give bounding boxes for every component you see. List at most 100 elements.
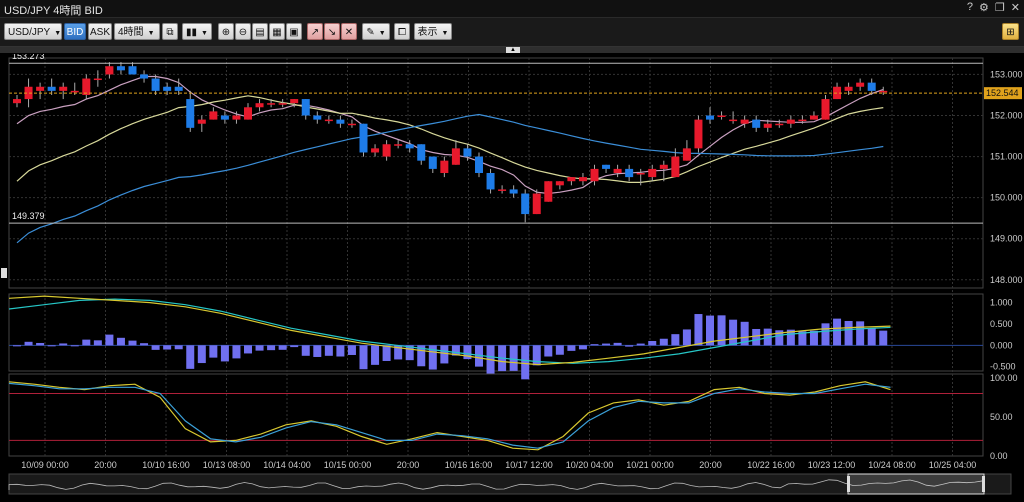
navigator-handle-left [847, 476, 850, 492]
macd-histogram-bar [440, 345, 449, 364]
time-tick-label: 10/22 16:00 [747, 460, 795, 470]
macd-histogram-bar [729, 319, 738, 346]
candle-down [220, 115, 229, 120]
ask-toggle[interactable]: ASK [88, 23, 112, 40]
macd-tick-label: -0.500 [990, 362, 1016, 372]
macd-histogram-bar [116, 337, 125, 346]
close-icon[interactable]: ✕ [1010, 2, 1020, 14]
candlestick-type-icon[interactable]: ▮▮ ▼ [182, 23, 212, 40]
view-menu-button[interactable]: 表示 ▼ [414, 23, 452, 40]
candle-up [833, 86, 842, 100]
candle-down [405, 144, 414, 149]
navigator-strip [8, 473, 1012, 495]
macd-histogram-bar [290, 345, 299, 348]
macd-histogram-bar [613, 342, 622, 346]
main-pane [8, 57, 984, 289]
settings-icon[interactable]: ⚙ [979, 2, 989, 14]
macd-histogram-bar [197, 345, 206, 364]
macd-histogram-bar [602, 343, 611, 346]
symbol-select[interactable]: USD/JPY ▼ [4, 23, 62, 40]
stochastic-pane: 100.00 50.00 0.00 [8, 373, 1018, 461]
candle-up [451, 148, 460, 165]
macd-histogram-bar [13, 345, 21, 347]
candle-down [116, 66, 125, 71]
candle-up [255, 103, 264, 108]
macd-histogram-bar [232, 345, 241, 359]
scroll-left-handle [1, 268, 7, 278]
navigator-bg [8, 473, 1012, 495]
time-tick-label: 10/10 16:00 [142, 460, 190, 470]
candle-up [786, 119, 795, 124]
restore-icon[interactable]: ❐ [994, 2, 1005, 14]
macd-histogram-bar [578, 345, 587, 350]
candle-up [24, 86, 33, 100]
time-tick-label: 10/09 00:00 [21, 460, 69, 470]
macd-histogram-bar [475, 345, 483, 367]
macd-histogram-bar [405, 345, 414, 361]
macd-histogram-bar [24, 341, 33, 346]
candle-up [59, 86, 68, 91]
stoch-tick-label: 0.00 [990, 451, 1008, 461]
pen-draw-icon[interactable]: ✎ ▼ [362, 23, 390, 40]
price-tick-label: 149.000 [990, 234, 1023, 244]
macd-histogram-bar [59, 343, 68, 346]
candlestick-series [13, 62, 888, 223]
macd-histogram-bar [186, 345, 195, 369]
chart-grid [8, 57, 984, 457]
macd-histogram-bar [706, 315, 714, 346]
layout-1-icon[interactable]: ▤ [252, 23, 268, 40]
candle-up [82, 78, 91, 95]
help-icon[interactable]: ? [966, 1, 974, 13]
candle-down [47, 86, 56, 91]
macd-histogram-bar [867, 328, 876, 346]
copy-icon[interactable]: ⧉ [162, 23, 178, 40]
macd-histogram-bar [163, 345, 172, 350]
macd-histogram-bar [555, 345, 564, 355]
bid-toggle[interactable]: BID [64, 23, 86, 40]
order-sell-icon[interactable]: ↘ [324, 23, 340, 40]
collapse-bar[interactable]: ▲ [0, 47, 1024, 53]
macd-histogram-bar [105, 334, 114, 346]
screenshot-icon[interactable]: ⧠ [394, 23, 410, 40]
candle-up [671, 156, 680, 178]
candle-up [267, 103, 276, 105]
stoch-tick-label: 50.00 [990, 412, 1013, 422]
candle-up [717, 115, 726, 117]
macd-histogram-bar [833, 318, 842, 346]
timeframe-select[interactable]: 4時間 ▼ [114, 23, 160, 40]
price-chart[interactable]: 153.273 149.379 152.544 153.000 152.000 151.… [0, 54, 1024, 502]
macd-histogram-bar [671, 334, 680, 346]
chevron-down-icon: ▼ [441, 30, 449, 37]
price-tick-label: 152.000 [990, 111, 1023, 121]
macd-histogram-bar [128, 340, 137, 346]
macd-histogram-bar [521, 345, 530, 380]
time-tick-label: 10/24 08:00 [868, 460, 916, 470]
candle-up [809, 115, 818, 120]
macd-histogram-bar [371, 345, 380, 365]
signal-line [8, 295, 891, 366]
candle-down [625, 168, 634, 178]
macd-histogram-bar [648, 340, 657, 346]
time-tick-label: 10/17 12:00 [505, 460, 553, 470]
macd-histogram-bar [267, 345, 276, 351]
time-axis: 10/09 00:00 20:00 10/10 16:00 10/13 08:00 10… [21, 460, 976, 470]
macd-histogram-bar [313, 345, 322, 357]
candle-up [555, 181, 564, 186]
zoom-in-icon[interactable]: ⊕ [218, 23, 234, 40]
order-buy-icon[interactable]: ↗ [307, 23, 323, 40]
candle-up [578, 177, 587, 182]
window-titlebar: USD/JPY 4時間 BID ? ⚙ ❐ ✕ [0, 0, 1024, 18]
macd-histogram-bar [659, 338, 668, 346]
macd-histogram-bar [567, 345, 576, 351]
stoch-tick-label: 100.00 [990, 373, 1018, 383]
macd-tick-label: 1.000 [990, 298, 1013, 308]
settings-panel-icon[interactable]: ⊞ [1002, 23, 1019, 40]
collapse-arrow-icon[interactable]: ▲ [506, 47, 520, 53]
zoom-out-icon[interactable]: ⊖ [235, 23, 251, 40]
time-tick-label: 20:00 [94, 460, 117, 470]
time-tick-label: 10/21 00:00 [626, 460, 674, 470]
candle-up [209, 111, 218, 120]
layout-3-icon[interactable]: ▣ [286, 23, 302, 40]
layout-2-icon[interactable]: ▦ [269, 23, 285, 40]
order-close-icon[interactable]: ✕ [341, 23, 357, 40]
